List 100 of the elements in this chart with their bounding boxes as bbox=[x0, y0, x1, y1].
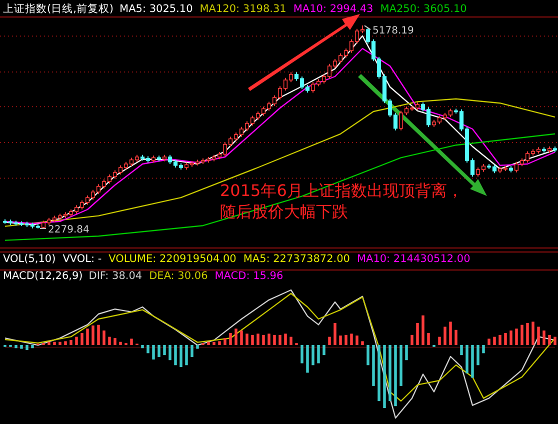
bar bbox=[476, 345, 480, 366]
text: MA5: 3025.10 bbox=[120, 3, 193, 15]
bar bbox=[114, 338, 116, 345]
annotation: 5178.19 bbox=[372, 26, 414, 37]
bar bbox=[53, 342, 56, 345]
bar bbox=[548, 334, 551, 345]
bar bbox=[229, 333, 232, 345]
bar bbox=[48, 342, 50, 345]
bar bbox=[378, 345, 380, 402]
bar bbox=[212, 342, 216, 345]
bar bbox=[400, 345, 402, 386]
bar bbox=[317, 345, 320, 364]
bar bbox=[334, 322, 336, 345]
bar bbox=[438, 336, 441, 345]
text: VOLUME: 220919504.00 bbox=[108, 253, 236, 265]
bar bbox=[163, 345, 166, 356]
bar bbox=[306, 345, 309, 373]
bar bbox=[471, 345, 474, 378]
annotation: 2279.84 bbox=[48, 224, 90, 236]
bar bbox=[196, 345, 199, 349]
bar bbox=[366, 345, 370, 366]
bar bbox=[537, 326, 540, 345]
bar bbox=[58, 342, 62, 345]
bar bbox=[218, 341, 221, 345]
bar bbox=[460, 345, 463, 356]
bar bbox=[328, 336, 331, 345]
bar bbox=[356, 336, 358, 345]
bar bbox=[482, 345, 485, 354]
bar bbox=[240, 330, 243, 345]
bar bbox=[542, 330, 546, 345]
bar bbox=[158, 345, 160, 357]
text: MACD: 15.96 bbox=[214, 270, 284, 282]
bar bbox=[268, 334, 270, 345]
chart-title: MACD(12,26,9) bbox=[3, 270, 83, 282]
bar bbox=[339, 336, 342, 345]
bar bbox=[388, 345, 392, 402]
bar bbox=[449, 322, 452, 345]
bar bbox=[300, 345, 304, 364]
bar bbox=[168, 345, 172, 360]
bar bbox=[80, 333, 84, 345]
bar bbox=[251, 334, 254, 345]
bar bbox=[444, 326, 446, 345]
bar bbox=[488, 338, 490, 345]
bar bbox=[416, 322, 419, 345]
bar bbox=[278, 334, 282, 345]
bar bbox=[190, 345, 194, 357]
text: DIF: 38.04 bbox=[88, 270, 142, 282]
bar bbox=[119, 342, 122, 345]
bar bbox=[152, 345, 155, 360]
bar bbox=[454, 330, 458, 345]
bar bbox=[180, 345, 182, 368]
text: DEA: 30.06 bbox=[149, 270, 208, 282]
bar bbox=[504, 333, 507, 345]
bar bbox=[290, 336, 292, 345]
text: MA10: 214430512.00 bbox=[356, 253, 470, 265]
bar bbox=[20, 345, 23, 349]
bar bbox=[344, 334, 348, 345]
bar bbox=[526, 322, 529, 345]
bar bbox=[284, 334, 287, 345]
bar bbox=[532, 322, 534, 345]
bar bbox=[174, 345, 177, 366]
text: MA250: 3605.10 bbox=[380, 3, 467, 15]
text: MA5: 227373872.00 bbox=[243, 253, 350, 265]
bar bbox=[273, 334, 276, 345]
bar bbox=[97, 324, 100, 345]
bar bbox=[86, 328, 89, 345]
text: MA120: 3198.31 bbox=[200, 3, 286, 15]
bar bbox=[361, 341, 364, 345]
bar bbox=[234, 328, 238, 345]
bar bbox=[510, 330, 512, 345]
bar bbox=[312, 345, 314, 366]
bar bbox=[146, 345, 150, 354]
bar bbox=[410, 334, 414, 345]
bar bbox=[70, 340, 72, 345]
bar bbox=[75, 336, 78, 345]
bar bbox=[394, 345, 397, 406]
chart-title: 上证指数(日线,前复权) bbox=[3, 2, 114, 15]
bar bbox=[26, 345, 28, 350]
bar bbox=[372, 345, 375, 386]
bar bbox=[130, 338, 133, 345]
bar bbox=[207, 342, 210, 345]
bar bbox=[224, 338, 226, 345]
bar bbox=[31, 345, 34, 348]
bar bbox=[427, 333, 430, 345]
bar bbox=[141, 345, 144, 348]
bar bbox=[102, 330, 106, 345]
bar bbox=[405, 345, 408, 360]
text: VOL(5,10) bbox=[3, 253, 56, 265]
bar bbox=[383, 345, 386, 408]
bar bbox=[515, 328, 518, 345]
bar bbox=[498, 334, 502, 345]
bar bbox=[108, 336, 111, 345]
bar bbox=[185, 345, 188, 366]
text: VVOL: - bbox=[62, 253, 102, 265]
bar bbox=[554, 336, 556, 345]
bar bbox=[14, 345, 18, 348]
bar bbox=[520, 324, 524, 345]
bar bbox=[493, 336, 496, 345]
bar bbox=[246, 334, 248, 345]
bar bbox=[350, 334, 353, 345]
